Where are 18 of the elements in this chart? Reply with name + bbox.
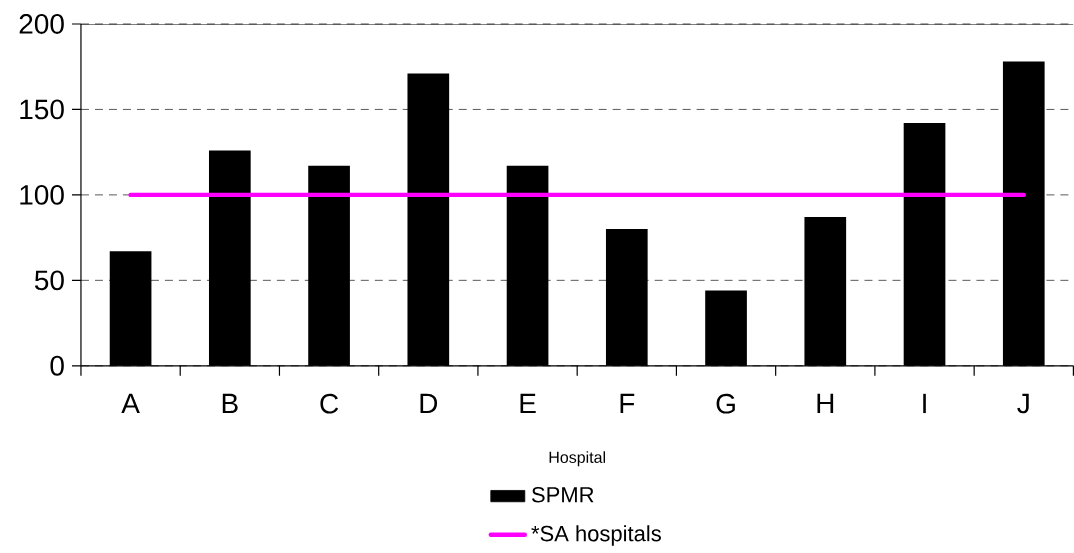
x-tick-label: I	[923, 393, 926, 414]
legend-label: SPMR	[531, 487, 594, 503]
x-tick-label: A	[121, 393, 140, 414]
x-tick-label: H	[817, 393, 834, 414]
y-tick-label: 50	[34, 270, 64, 291]
x-axis-title: Hospital	[549, 451, 605, 467]
y-tick-label: 100	[20, 185, 64, 205]
x-tick-label: E	[520, 393, 536, 414]
x-tick-label: C	[320, 393, 339, 414]
y-tick-label: 150	[20, 99, 64, 120]
y-tick-label: 200	[19, 14, 64, 35]
legend-label: *SA hospitals	[531, 525, 661, 546]
x-tick-label: B	[222, 393, 238, 414]
x-tick-label: F	[620, 393, 635, 414]
y-tick-label: 0	[50, 356, 64, 376]
x-tick-label: D	[420, 393, 438, 414]
x-tick-label: G	[716, 393, 735, 414]
x-tick-label: J	[1017, 393, 1029, 414]
